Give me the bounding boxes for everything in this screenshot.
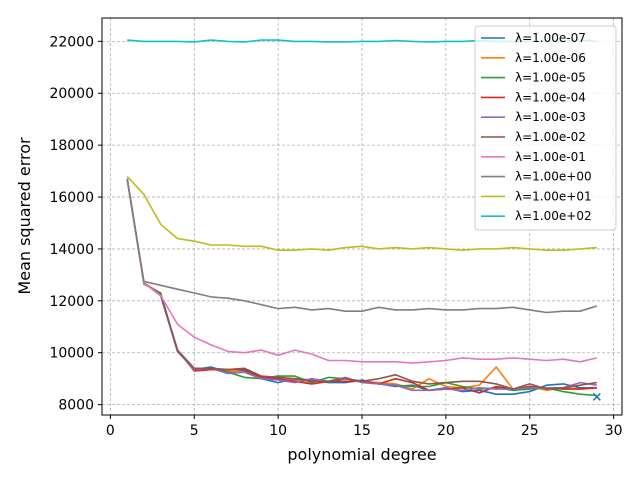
legend-box: [474, 25, 617, 231]
end-marker: [592, 392, 601, 401]
legend-label: λ=1.00e-07: [515, 31, 586, 45]
legend-label: λ=1.00e-01: [515, 150, 586, 164]
x-tick-label: 0: [106, 423, 115, 439]
legend-label: λ=1.00e+00: [515, 170, 592, 184]
x-axis-label: polynomial degree: [287, 445, 436, 464]
series-line-6: [126, 178, 597, 364]
y-tick-label: 14000: [49, 242, 94, 258]
y-tick-label: 8000: [58, 398, 94, 414]
legend-label: λ=1.00e-06: [515, 51, 586, 65]
legend-label: λ=1.00e-03: [515, 110, 586, 124]
y-tick-label: 12000: [49, 294, 94, 310]
x-tick-label: 5: [190, 423, 199, 439]
series-line-7: [126, 178, 598, 314]
x-tick-label: 25: [521, 423, 539, 439]
legend-label: λ=1.00e-05: [515, 71, 586, 85]
x-marker: [592, 392, 601, 401]
legend-label: λ=1.00e-04: [515, 90, 586, 104]
series-line-8: [126, 175, 597, 251]
legend: λ=1.00e-07 λ=1.00e-06 λ=1.00e-05 λ=1.00e-04…: [474, 25, 617, 231]
x-tick-label: 30: [605, 423, 623, 439]
axis-ticks: 0 5 10 15 20 25 30 8000 10000 12000 14000 16000 1800…: [49, 34, 622, 439]
y-tick-label: 10000: [49, 346, 94, 362]
series-line-5: [126, 178, 597, 390]
legend-label: λ=1.00e+01: [515, 189, 592, 203]
y-tick-label: 20000: [49, 86, 94, 102]
y-tick-label: 22000: [49, 34, 94, 50]
y-tick-label: 18000: [49, 138, 94, 154]
y-tick-label: 16000: [49, 190, 94, 206]
x-tick-label: 15: [353, 423, 371, 439]
x-tick-label: 10: [269, 423, 287, 439]
y-axis-label: Mean squared error: [15, 137, 34, 295]
legend-label: λ=1.00e+02: [515, 209, 592, 223]
x-tick-label: 20: [437, 423, 455, 439]
legend-label: λ=1.00e-02: [515, 130, 586, 144]
